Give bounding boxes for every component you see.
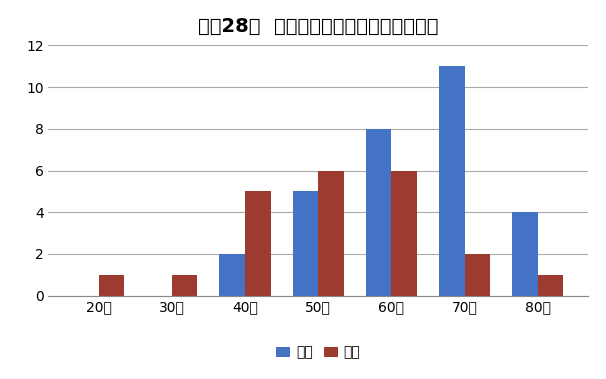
Title: 平成28年  結膜下出血年齢別患者数（名）: 平成28年 結膜下出血年齢別患者数（名）: [198, 17, 438, 36]
Bar: [465, 254, 490, 296]
Bar: [318, 171, 344, 296]
Bar: [219, 254, 245, 296]
Legend: 男性, 女性: 男性, 女性: [271, 340, 365, 365]
Bar: [512, 212, 538, 296]
Bar: [391, 171, 417, 296]
Bar: [171, 275, 198, 296]
Bar: [293, 191, 318, 296]
Bar: [245, 191, 271, 296]
Bar: [439, 66, 465, 296]
Bar: [99, 275, 124, 296]
Bar: [365, 129, 391, 296]
Bar: [538, 275, 564, 296]
